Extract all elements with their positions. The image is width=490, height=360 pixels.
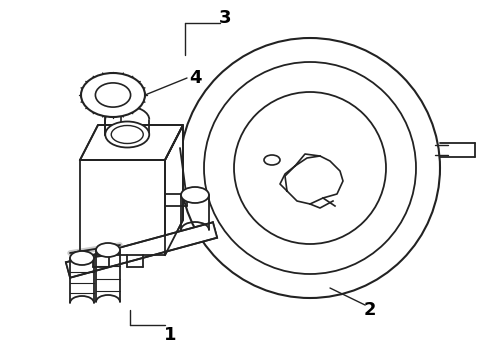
Text: 3: 3 xyxy=(219,9,231,27)
Ellipse shape xyxy=(234,92,386,244)
Text: 4: 4 xyxy=(189,69,201,87)
Text: 2: 2 xyxy=(364,301,376,319)
Ellipse shape xyxy=(264,155,280,165)
Polygon shape xyxy=(80,125,183,160)
Polygon shape xyxy=(165,125,183,255)
Ellipse shape xyxy=(105,122,149,148)
Ellipse shape xyxy=(181,187,209,203)
Ellipse shape xyxy=(204,62,416,274)
Ellipse shape xyxy=(70,251,94,265)
Ellipse shape xyxy=(96,83,131,107)
Polygon shape xyxy=(66,222,217,278)
Ellipse shape xyxy=(180,38,440,298)
Ellipse shape xyxy=(111,126,143,144)
Text: 1: 1 xyxy=(164,326,176,344)
Ellipse shape xyxy=(81,73,145,117)
Ellipse shape xyxy=(96,243,120,257)
